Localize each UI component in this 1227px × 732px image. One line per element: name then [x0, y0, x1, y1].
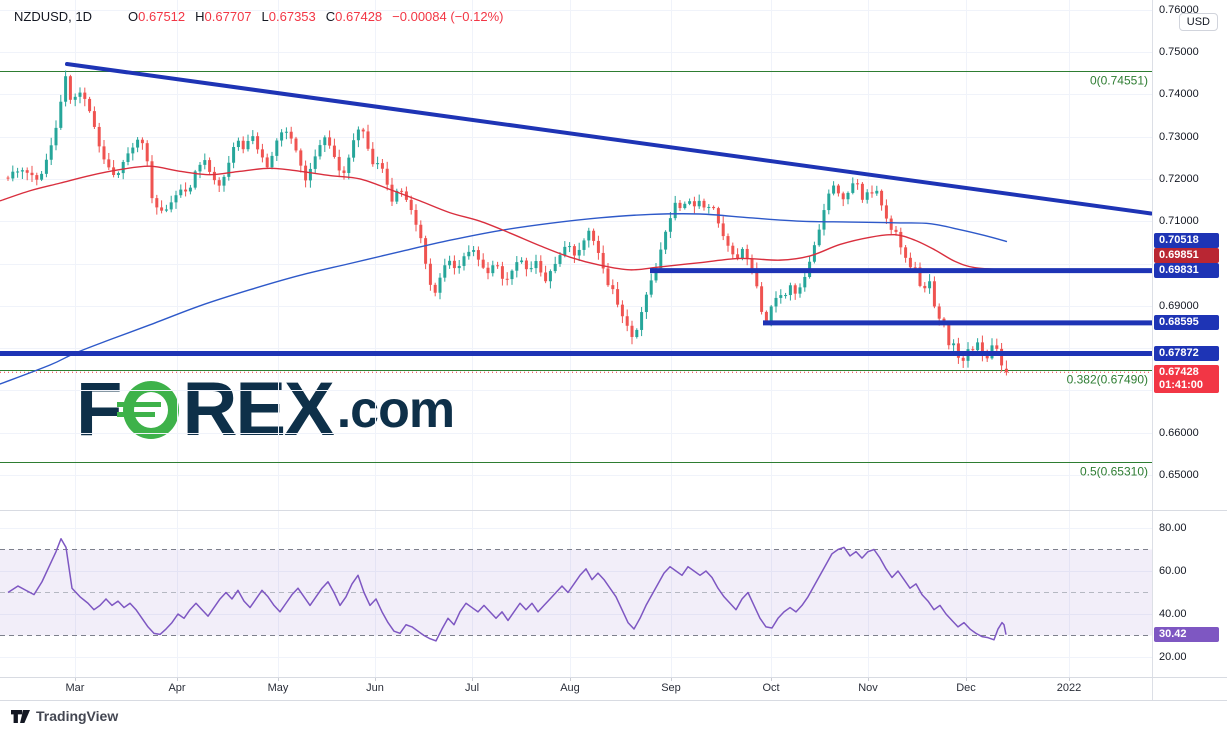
rsi-tick: 60.00	[1159, 565, 1187, 577]
grid-lines	[0, 0, 1152, 677]
price-tick: 0.69000	[1159, 299, 1199, 312]
close-value: 0.67428	[335, 9, 383, 24]
price-badge: 0.67428 01:41:00	[1154, 365, 1219, 393]
price-badge: 0.67872	[1154, 346, 1219, 361]
time-tick	[375, 677, 376, 681]
open-value: 0.67512	[138, 9, 186, 24]
price-badge: 0.68595	[1154, 315, 1219, 330]
ma-fast-line	[0, 165, 1008, 271]
close-label: C	[325, 9, 336, 24]
time-label: Oct	[762, 682, 780, 694]
open-label: O	[128, 9, 139, 24]
price-tick: 0.76000	[1159, 3, 1199, 16]
time-label: Apr	[168, 682, 186, 694]
time-tick	[966, 677, 967, 681]
tradingview-brand-text: TradingView	[36, 708, 119, 724]
tradingview-brand[interactable]: TradingView	[11, 708, 118, 725]
time-tick	[1069, 677, 1070, 681]
symbol-title[interactable]: NZDUSD, 1D	[14, 9, 93, 24]
price-badge: 0.69831	[1154, 263, 1219, 278]
rsi-tick: 40.00	[1159, 608, 1187, 620]
chart-canvas[interactable]: 0(0.74551) 0.382(0.67490) 0.5(0.65310)	[0, 0, 1152, 700]
time-tick	[671, 677, 672, 681]
time-tick	[570, 677, 571, 681]
price-badge: 0.69851	[1154, 248, 1219, 263]
price-badge: 30.42	[1154, 627, 1219, 642]
time-label: 2022	[1056, 682, 1082, 694]
tradingview-logo-icon	[11, 709, 30, 723]
high-value: 0.67707	[204, 9, 252, 24]
moving-averages	[0, 165, 1008, 385]
low-value: 0.67353	[268, 9, 316, 24]
watermark-f: F	[76, 367, 122, 452]
footer-separator	[0, 700, 1227, 701]
fib-retracement[interactable]: 0(0.74551) 0.382(0.67490) 0.5(0.65310)	[0, 71, 1152, 479]
price-badge: 0.70518	[1154, 233, 1219, 248]
rsi-tick: 80.00	[1159, 522, 1187, 534]
price-tick: 0.72000	[1159, 172, 1199, 185]
time-tick	[75, 677, 76, 681]
axis-separator	[1152, 0, 1153, 700]
forex-watermark: F REX .com	[76, 367, 455, 452]
ma-slow-line	[0, 213, 1008, 385]
time-tick	[771, 677, 772, 681]
time-label: Mar	[65, 682, 85, 694]
footer: TradingView	[0, 700, 1227, 732]
watermark-rex: REX	[182, 367, 334, 452]
time-tick	[177, 677, 178, 681]
fib-label: 0(0.74551)	[1090, 74, 1148, 88]
drawings[interactable]	[0, 62, 1152, 357]
time-label: Sep	[661, 682, 681, 694]
price-tick: 0.66000	[1159, 426, 1199, 439]
time-label: Nov	[858, 682, 878, 694]
rsi-line	[7, 538, 1007, 642]
time-label: Aug	[560, 682, 580, 694]
time-tick	[278, 677, 279, 681]
fib-label: 0.5(0.65310)	[1080, 465, 1148, 479]
price-axis[interactable]: USD 0.76000 0.75000 0.74000 0.73000 0.72000 0…	[1152, 0, 1227, 700]
descending-trendline[interactable]	[65, 62, 1152, 216]
symbol-header: NZDUSD, 1D O0.67512 H0.67707 L0.67353 C0.674…	[14, 9, 503, 24]
time-tick	[472, 677, 473, 681]
high-label: H	[195, 9, 205, 24]
watermark-com: .com	[336, 381, 455, 439]
price-tick: 0.65000	[1159, 469, 1199, 481]
time-label: Jun	[366, 682, 384, 694]
price-tick: 0.74000	[1159, 88, 1199, 101]
rsi-band	[0, 549, 1152, 636]
price-tick: 0.75000	[1159, 46, 1199, 58]
time-label: Jul	[464, 682, 480, 694]
currency-toggle-usd[interactable]: USD	[1178, 13, 1218, 31]
time-tick	[868, 677, 869, 681]
pane-separator-rsi-time	[0, 677, 1227, 678]
change-value: −0.00084 (−0.12%)	[392, 9, 504, 24]
time-label: May	[267, 682, 289, 694]
pane-separator-main-rsi[interactable]	[0, 510, 1227, 511]
time-axis[interactable]: Mar Apr May Jun Jul Aug Sep Oct Nov Dec 2022	[0, 677, 1152, 700]
fib-label: 0.382(0.67490)	[1067, 373, 1148, 387]
candlestick-series	[6, 70, 1008, 376]
price-tick: 0.73000	[1159, 130, 1199, 143]
price-tick: 0.71000	[1159, 215, 1199, 228]
time-label: Dec	[956, 682, 976, 694]
low-label: L	[261, 9, 269, 24]
rsi-tick: 20.00	[1159, 651, 1187, 663]
